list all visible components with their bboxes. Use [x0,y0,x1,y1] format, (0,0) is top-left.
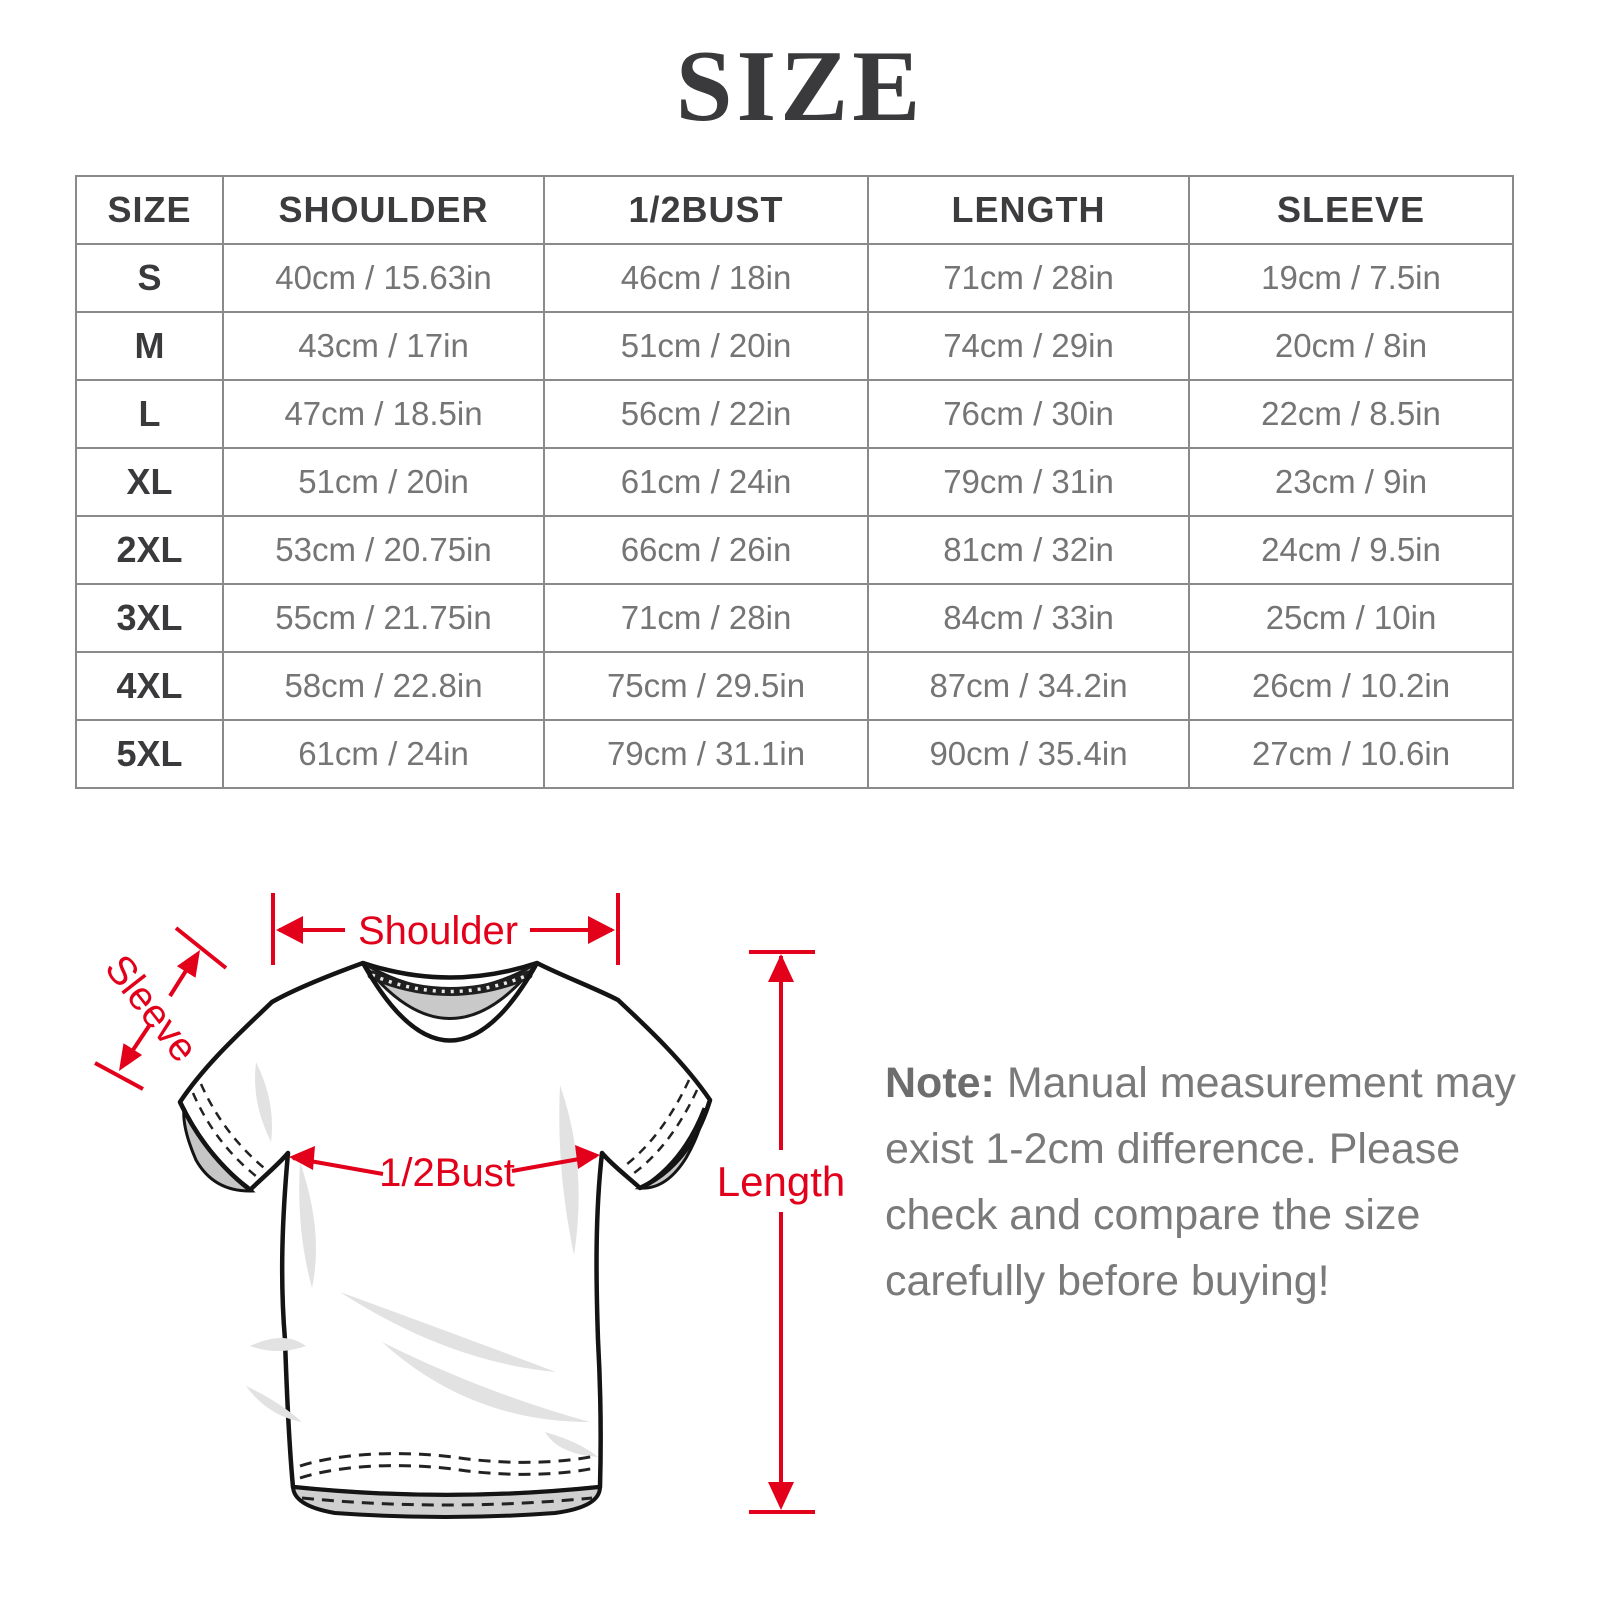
bust-cell: 71cm / 28in [543,583,869,653]
bust-cell: 75cm / 29.5in [543,651,869,721]
hem-stitch-inner [301,1496,593,1507]
note-text: Manual measurement may exist 1-2cm diffe… [885,1059,1516,1305]
size-cell: S [75,243,224,313]
table-row-5xl: 5XL 61cm / 24in 79cm / 31.1in 90cm / 35.… [75,719,1514,789]
sleeve-cell: 26cm / 10.2in [1188,651,1514,721]
tshirt-body [177,960,713,1498]
half-bust-arrow: 1/2Bust [289,1145,600,1195]
right-cuff-stitch-2 [621,1079,691,1169]
length-cell: 90cm / 35.4in [867,719,1190,789]
collar-front-outer [361,961,539,1043]
shoulder-label: Shoulder [358,909,518,953]
tshirt-drawing [177,960,713,1519]
table-row-l: L 47cm / 18.5in 56cm / 22in 76cm / 30in … [75,379,1514,449]
table-row-m: M 43cm / 17in 51cm / 20in 74cm / 29in 20… [75,311,1514,381]
left-cuff-rim [177,1101,252,1192]
sleeve-cell: 27cm / 10.6in [1188,719,1514,789]
table-header-row: SIZE SHOULDER 1/2BUST LENGTH SLEEVE [75,175,1514,245]
wrinkle-shading [246,1062,598,1457]
size-cell: 5XL [75,719,224,789]
length-cell: 76cm / 30in [867,379,1190,449]
hem-stitch-top-2 [299,1464,596,1480]
shoulder-cell: 53cm / 20.75in [222,515,545,585]
hem-band [290,1484,603,1519]
size-table: SIZE SHOULDER 1/2BUST LENGTH SLEEVE S 40… [75,175,1514,789]
half-bust-label: 1/2Bust [379,1151,515,1195]
length-cell: 71cm / 28in [867,243,1190,313]
length-cell: 74cm / 29in [867,311,1190,381]
left-cuff-stitch-1 [191,1092,262,1181]
table-row-s: S 40cm / 15.63in 46cm / 18in 71cm / 28in… [75,243,1514,313]
hem-stitch-top-1 [299,1452,596,1468]
length-arrow: Length [717,950,845,1514]
sleeve-cell: 24cm / 9.5in [1188,515,1514,585]
shoulder-cell: 43cm / 17in [222,311,545,381]
page-title: SIZE [675,30,925,143]
shoulder-cell: 51cm / 20in [222,447,545,517]
length-label: Length [717,1158,845,1205]
table-row-xl: XL 51cm / 20in 61cm / 24in 79cm / 31in 2… [75,447,1514,517]
table-row-2xl: 2XL 53cm / 20.75in 66cm / 26in 81cm / 32… [75,515,1514,585]
col-header-length: LENGTH [867,175,1190,245]
bust-cell: 66cm / 26in [543,515,869,585]
size-cell: 4XL [75,651,224,721]
length-cell: 79cm / 31in [867,447,1190,517]
col-header-bust: 1/2BUST [543,175,869,245]
table-row-3xl: 3XL 55cm / 21.75in 71cm / 28in 84cm / 33… [75,583,1514,653]
shoulder-cell: 55cm / 21.75in [222,583,545,653]
right-cuff-rim [639,1099,713,1191]
left-cuff-stitch-2 [199,1083,270,1173]
size-cell: XL [75,447,224,517]
bust-cell: 79cm / 31.1in [543,719,869,789]
sleeve-cell: 22cm / 8.5in [1188,379,1514,449]
col-header-size: SIZE [75,175,224,245]
tshirt-measurement-diagram: Shoulder Sleeve 1/2Bust [94,893,845,1519]
bust-cell: 56cm / 22in [543,379,869,449]
bust-cell: 46cm / 18in [543,243,869,313]
measurement-note: Note: Manual measurement may exist 1-2cm… [885,1050,1525,1314]
length-cell: 87cm / 34.2in [867,651,1190,721]
right-cuff-stitch-1 [629,1089,699,1178]
sleeve-cell: 20cm / 8in [1188,311,1514,381]
col-header-sleeve: SLEEVE [1188,175,1514,245]
size-cell: 3XL [75,583,224,653]
collar-rib-stitch-dashes [371,973,529,994]
sleeve-cell: 25cm / 10in [1188,583,1514,653]
length-cell: 81cm / 32in [867,515,1190,585]
shoulder-cell: 47cm / 18.5in [222,379,545,449]
note-label: Note: [885,1059,995,1107]
shoulder-cell: 40cm / 15.63in [222,243,545,313]
table-row-4xl: 4XL 58cm / 22.8in 75cm / 29.5in 87cm / 3… [75,651,1514,721]
sleeve-cell: 19cm / 7.5in [1188,243,1514,313]
bust-cell: 61cm / 24in [543,447,869,517]
sleeve-cell: 23cm / 9in [1188,447,1514,517]
shoulder-cell: 58cm / 22.8in [222,651,545,721]
length-cell: 84cm / 33in [867,583,1190,653]
shoulder-arrow: Shoulder [271,893,620,965]
col-header-shoulder: SHOULDER [222,175,545,245]
size-cell: L [75,379,224,449]
bust-cell: 51cm / 20in [543,311,869,381]
shoulder-cell: 61cm / 24in [222,719,545,789]
size-cell: M [75,311,224,381]
size-cell: 2XL [75,515,224,585]
